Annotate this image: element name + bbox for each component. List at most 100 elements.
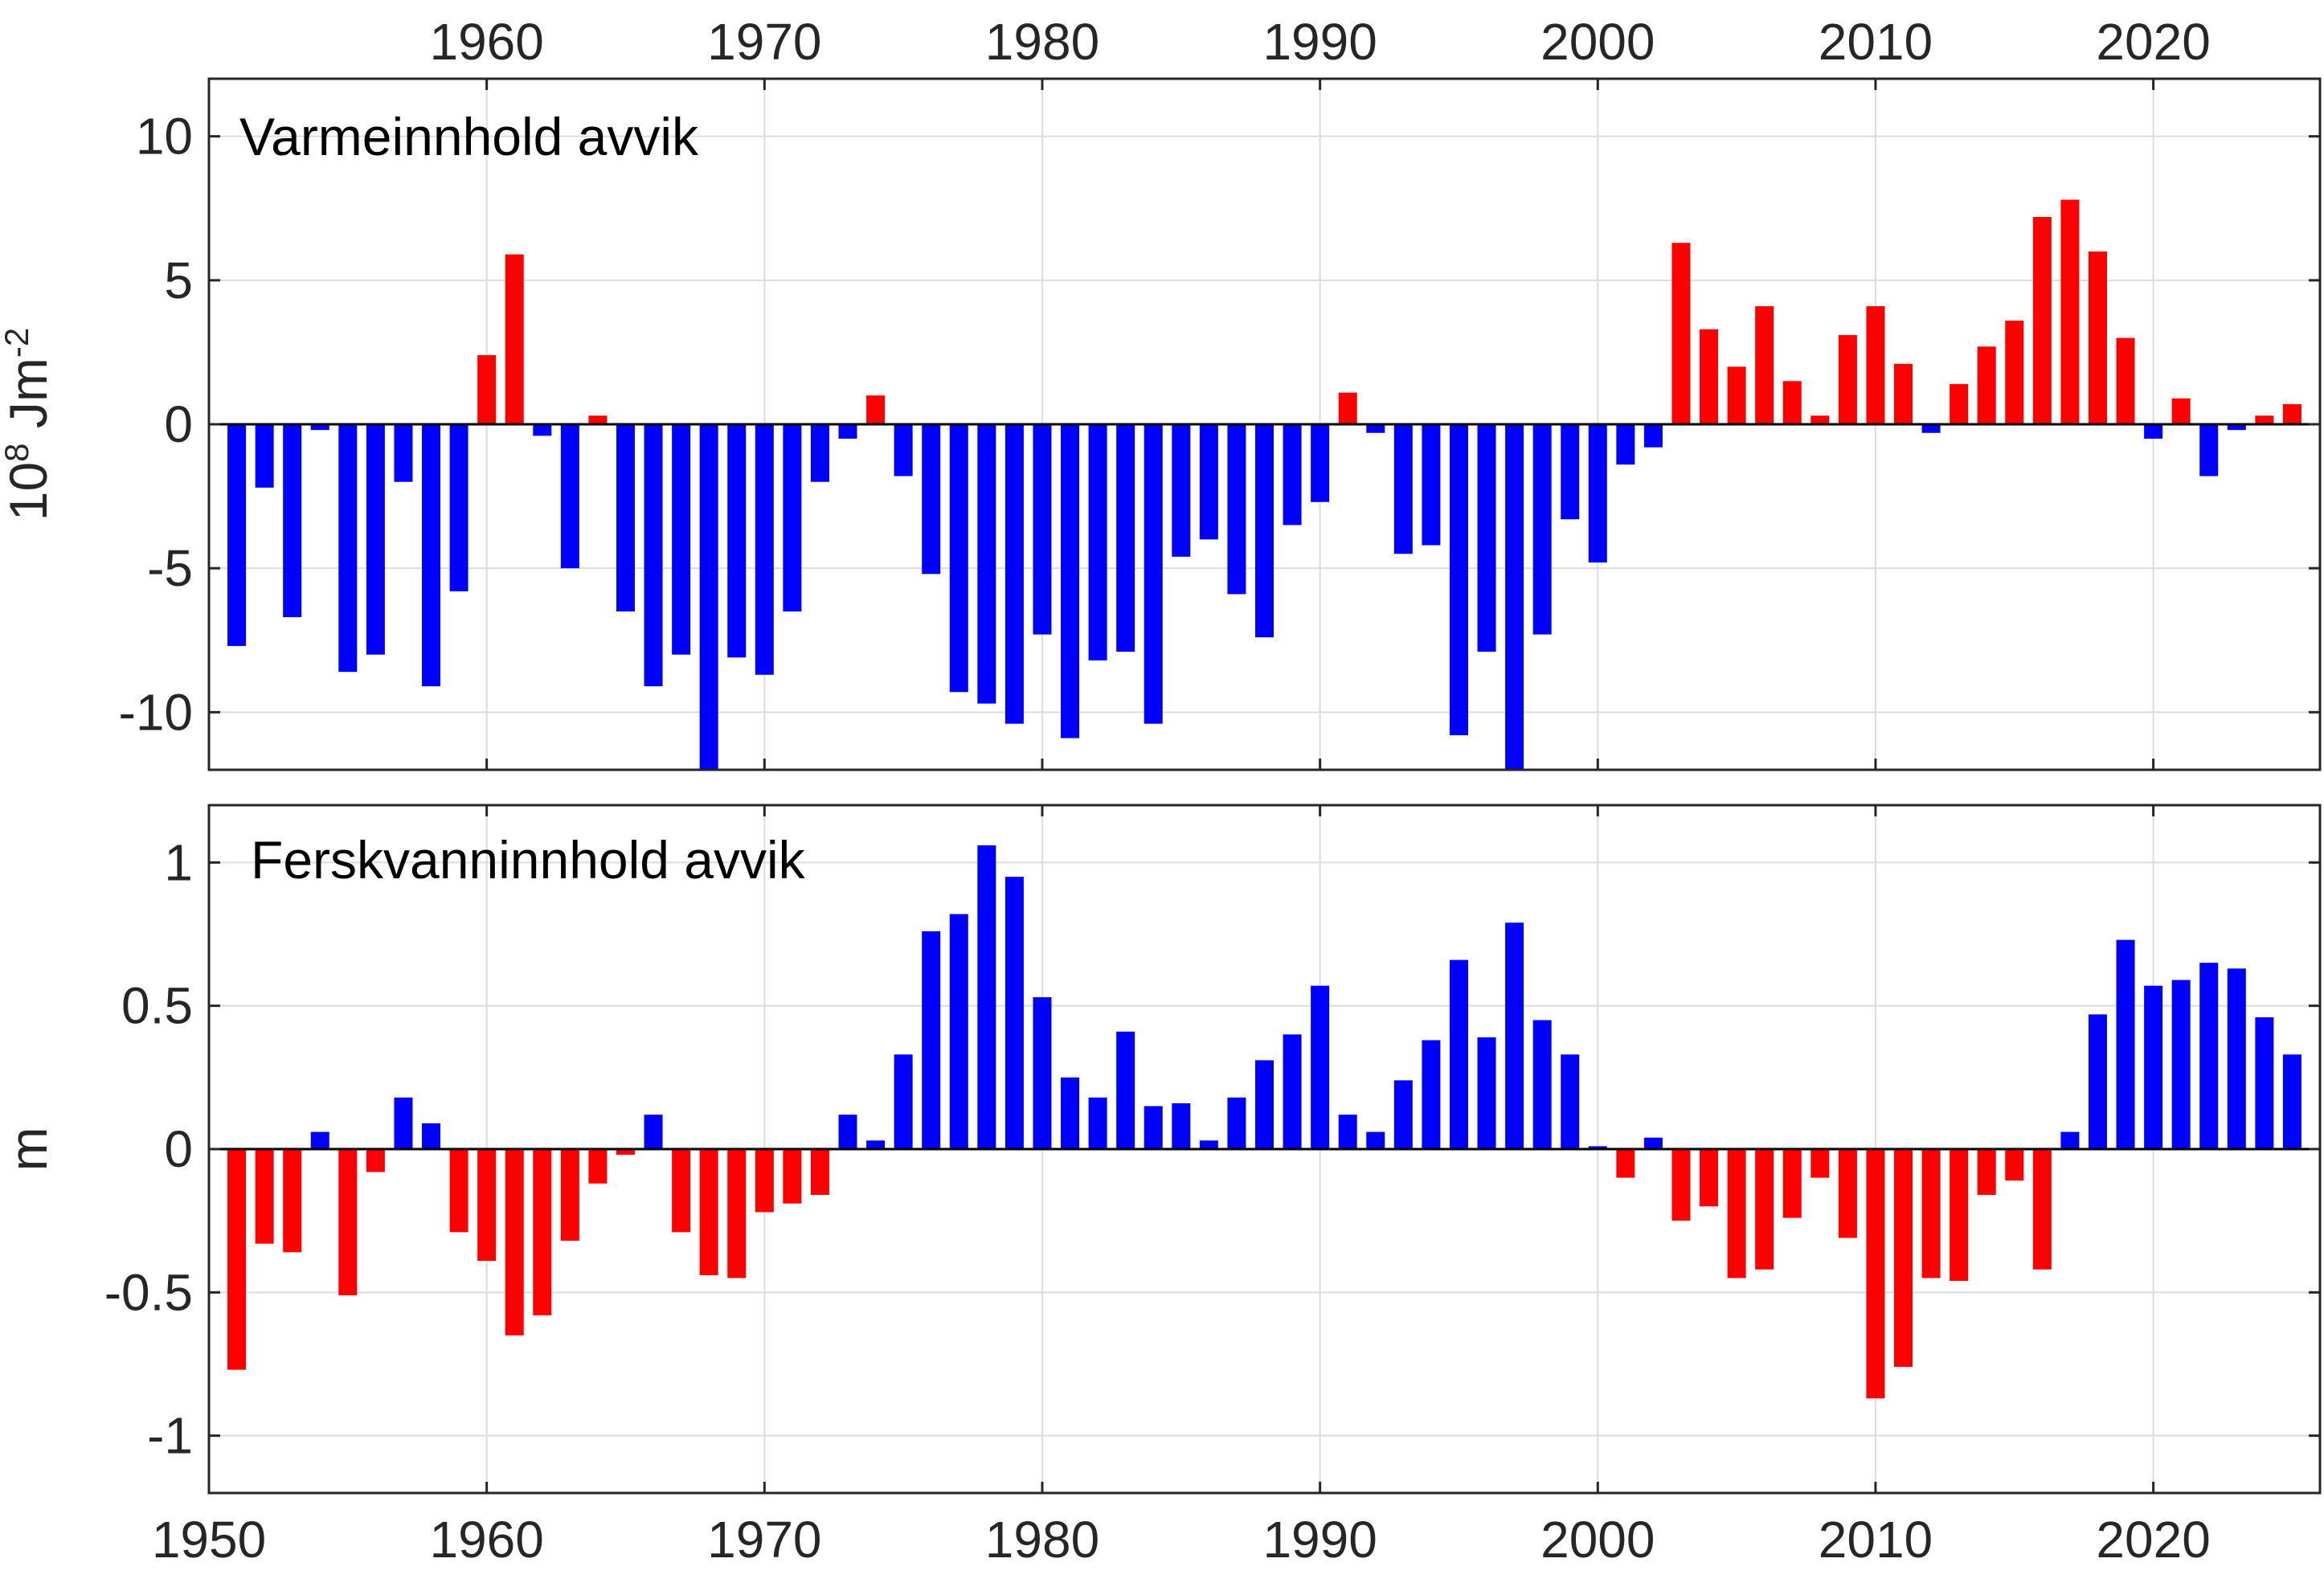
heat-bar-1975 xyxy=(894,424,913,477)
heat-bars xyxy=(227,199,2301,770)
fresh-bar-1965 xyxy=(616,1149,635,1156)
fresh-bar-1979 xyxy=(1004,877,1024,1149)
heat-bar-2015 xyxy=(2005,321,2024,424)
fresh-bar-1991 xyxy=(1338,1115,1357,1149)
fresh-bar-1982 xyxy=(1088,1097,1107,1149)
fresh-bar-1976 xyxy=(922,931,941,1149)
heat-xtick-label-2010: 2010 xyxy=(1819,13,1933,71)
fresh-bar-2016 xyxy=(2032,1149,2052,1270)
heat-bar-1980 xyxy=(1033,424,1052,635)
heat-xtick-label-2020: 2020 xyxy=(2096,13,2210,71)
fresh-bar-2009 xyxy=(1838,1149,1857,1238)
fresh-bar-1989 xyxy=(1283,1034,1302,1149)
fresh-bar-2022 xyxy=(2199,963,2219,1149)
fresh-bar-1980 xyxy=(1033,996,1052,1149)
fresh-bar-1990 xyxy=(1311,985,1330,1149)
fresh-bar-1985 xyxy=(1172,1102,1191,1149)
heat-bar-1974 xyxy=(866,395,886,424)
fresh-bar-2013 xyxy=(1950,1149,1969,1282)
fresh-bar-2025 xyxy=(2282,1054,2301,1149)
heat-bar-1982 xyxy=(1088,424,1107,661)
heat-bar-1970 xyxy=(755,424,774,675)
heat-ytick-label-3: 5 xyxy=(164,252,193,309)
heat-bar-2004 xyxy=(1700,329,1719,424)
fresh-y-axis-label: m xyxy=(0,1127,58,1172)
heat-bar-1967 xyxy=(672,424,691,655)
fresh-ytick-label-4: 1 xyxy=(164,833,193,891)
fresh-bar-1998 xyxy=(1532,1020,1552,1149)
freshwater-content-panel: -1 -0.5 0 0.5 1 1950 1960 1970 1980 1990 2000 2010… xyxy=(0,804,2322,1569)
heat-bar-1979 xyxy=(1004,424,1024,724)
heat-bar-1954 xyxy=(310,424,329,431)
heat-bar-1992 xyxy=(1366,424,1385,433)
heat-xtick-label-1970: 1970 xyxy=(707,13,821,71)
fresh-bar-2004 xyxy=(1700,1149,1719,1207)
heat-bar-2010 xyxy=(1866,306,1885,424)
fresh-bar-1994 xyxy=(1422,1040,1441,1149)
heat-bar-2006 xyxy=(1755,306,1774,424)
heat-bar-2014 xyxy=(1977,346,1996,424)
heat-ylabel-base: 10 xyxy=(0,462,58,521)
heat-bar-2005 xyxy=(1727,366,1746,424)
heat-xtick-label-1990: 1990 xyxy=(1262,13,1377,71)
fresh-bar-1951 xyxy=(227,1149,247,1370)
heat-bar-2011 xyxy=(1894,363,1913,424)
heat-bar-2013 xyxy=(1950,383,1969,424)
heat-bar-1963 xyxy=(560,424,579,569)
heat-bar-2022 xyxy=(2199,424,2219,477)
fresh-bar-1963 xyxy=(560,1149,579,1241)
heat-bar-1998 xyxy=(1532,424,1552,635)
heat-bar-2002 xyxy=(1643,424,1663,448)
heat-bar-1951 xyxy=(227,424,247,646)
fresh-bar-2002 xyxy=(1643,1137,1663,1149)
fresh-bar-1981 xyxy=(1061,1077,1080,1149)
heat-bar-1984 xyxy=(1144,424,1163,724)
heat-bar-2025 xyxy=(2282,403,2301,424)
fresh-bar-1984 xyxy=(1144,1106,1163,1149)
heat-bar-1995 xyxy=(1449,424,1468,735)
heat-bar-1981 xyxy=(1061,424,1080,738)
heat-bar-1973 xyxy=(838,424,857,439)
fresh-bars xyxy=(227,845,2301,1399)
heat-bar-1993 xyxy=(1393,424,1413,554)
fresh-bar-1956 xyxy=(366,1149,385,1172)
heat-bar-1972 xyxy=(810,424,829,482)
fresh-bar-1967 xyxy=(672,1149,691,1233)
fresh-bar-1957 xyxy=(394,1097,413,1149)
heat-bar-1991 xyxy=(1338,392,1357,424)
heat-bar-2021 xyxy=(2171,398,2191,424)
fresh-bar-2008 xyxy=(1811,1149,1830,1178)
heat-bar-1962 xyxy=(533,424,552,436)
heat-x-ticks: 1960 1970 1980 1990 2000 2010 2020 xyxy=(429,13,2211,770)
fresh-bar-2012 xyxy=(1921,1149,1941,1278)
heat-bar-1990 xyxy=(1311,424,1330,502)
heat-bar-2001 xyxy=(1616,424,1635,465)
heat-xtick-label-1960: 1960 xyxy=(429,13,543,71)
fresh-bar-2003 xyxy=(1671,1149,1691,1221)
fresh-ytick-label-0: -1 xyxy=(147,1407,193,1465)
fresh-bar-1954 xyxy=(310,1131,329,1149)
fresh-bar-1958 xyxy=(422,1123,441,1149)
fresh-bar-1996 xyxy=(1477,1037,1496,1149)
heat-bar-1968 xyxy=(699,424,718,770)
fresh-bar-1993 xyxy=(1393,1080,1413,1149)
fresh-xtick-label-2000: 2000 xyxy=(1540,1511,1655,1569)
fresh-bar-2006 xyxy=(1755,1149,1774,1270)
heat-bar-1957 xyxy=(394,424,413,482)
fresh-bar-1968 xyxy=(699,1149,718,1275)
fresh-xtick-label-1960: 1960 xyxy=(429,1511,543,1569)
fresh-bar-1964 xyxy=(588,1149,608,1184)
fresh-bar-2017 xyxy=(2060,1131,2080,1149)
heat-content-panel: -10 -5 0 5 10 1960 1970 1980 1990 2000 2010 2020 V… xyxy=(0,13,2322,771)
heat-bar-1960 xyxy=(477,355,497,424)
fresh-bar-1962 xyxy=(533,1149,552,1315)
heat-bar-1986 xyxy=(1199,424,1218,540)
heat-bar-1997 xyxy=(1505,424,1524,770)
heat-bar-1959 xyxy=(449,424,468,591)
fresh-bar-1960 xyxy=(477,1149,497,1262)
fresh-bar-2011 xyxy=(1894,1149,1913,1368)
heat-bar-2017 xyxy=(2060,199,2080,424)
fresh-ytick-label-2: 0 xyxy=(164,1120,193,1178)
heat-bar-2007 xyxy=(1782,381,1802,424)
